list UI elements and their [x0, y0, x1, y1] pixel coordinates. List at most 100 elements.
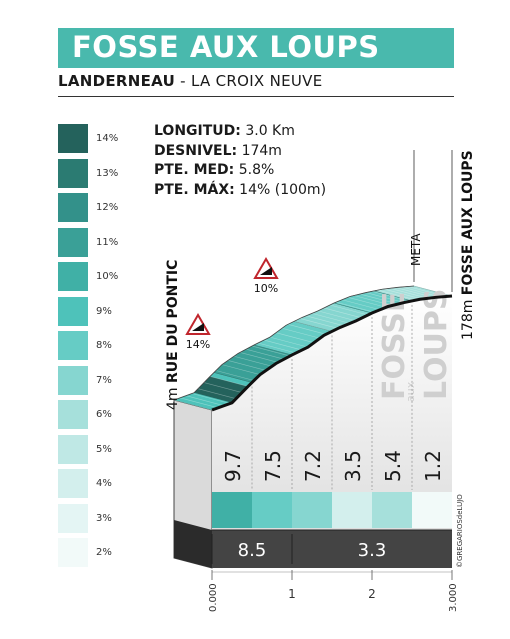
legend-label: 8%	[96, 340, 112, 351]
segment-color-cell	[372, 492, 412, 528]
stat-avg-gradient: PTE. MED: 5.8%	[154, 161, 326, 181]
profile-ribbon-stripe	[179, 397, 219, 409]
stat-elevation-gain-label: DESNIVEL:	[154, 142, 238, 159]
profile-ribbon-stripe	[311, 313, 351, 324]
watermark-line3: LOUPS	[419, 288, 454, 400]
profile-ribbon-stripe	[275, 332, 315, 343]
profile-ribbon-stripe	[359, 293, 399, 305]
legend-item: 11%	[58, 227, 258, 258]
subtitle-separator: -	[175, 72, 191, 90]
km-gradient-label: 8.5	[238, 540, 267, 561]
profile-ribbon-stripe	[269, 336, 309, 348]
profile-ribbon-stripe	[353, 295, 393, 306]
profile-outline	[211, 294, 453, 412]
steep-warning-icon	[253, 257, 279, 279]
segment-color-cell	[292, 492, 332, 528]
start-name: RUE DU PONTIC	[165, 260, 181, 383]
legend-label: 13%	[96, 167, 119, 179]
profile-ribbon-stripe	[221, 364, 261, 375]
page-title: FOSSE AUX LOUPS	[72, 30, 380, 64]
legend-swatch	[58, 262, 88, 291]
legend-label: 10%	[96, 271, 119, 282]
profile-ribbon-stripe	[239, 352, 279, 363]
legend-item: 2%	[58, 538, 258, 568]
profile-ribbon-stripe	[215, 370, 255, 381]
x-axis-tick-label: 2	[368, 587, 376, 601]
profile-ribbon-stripe	[323, 307, 363, 319]
profile-ribbon-stripe	[293, 321, 333, 332]
credit-text: ©GREGARIOSdeLUJO	[456, 494, 464, 568]
profile-ribbon-stripe	[191, 393, 231, 404]
legend-item: 10%	[58, 262, 258, 292]
km-strip-side	[174, 520, 212, 568]
legend-swatch	[58, 538, 88, 567]
profile-ribbon-stripe	[281, 327, 321, 339]
x-axis-tick-label: 1	[288, 587, 296, 601]
legend-swatch	[58, 158, 88, 188]
x-axis-tick-label: 0.000	[208, 583, 219, 612]
steep-warning-icon	[185, 313, 211, 335]
profile-ribbon-stripe	[371, 291, 411, 302]
stat-max-gradient: PTE. MÁX: 14% (100m)	[154, 181, 326, 201]
finish-label: 178m FOSSE AUX LOUPS	[460, 150, 476, 340]
profile-ribbon-stripe	[209, 376, 249, 387]
profile-ribbon-stripe	[263, 339, 303, 351]
legend-swatch	[58, 400, 88, 429]
legend-swatch	[58, 434, 88, 464]
profile-ribbon-stripe	[197, 388, 237, 399]
profile-ribbon-stripe	[251, 345, 291, 357]
legend-label: 12%	[96, 202, 119, 213]
legend-label: 14%	[96, 133, 119, 144]
profile-ribbon-stripe	[383, 288, 423, 300]
profile-ribbon-stripe	[305, 315, 345, 327]
legend-item: 5%	[58, 434, 258, 465]
profile-ribbon-stripe	[407, 286, 447, 297]
legend-item: 13%	[58, 158, 258, 189]
profile-ribbon-stripe	[257, 342, 297, 354]
legend-swatch	[58, 331, 88, 360]
subtitle-end: LA CROIX NEUVE	[190, 72, 323, 90]
profile-ribbon-stripe	[173, 399, 213, 411]
segment-gradient-label: 7.5	[261, 450, 285, 482]
legend-swatch	[58, 469, 88, 498]
profile-ribbon-stripe	[401, 286, 441, 298]
subtitle-start: LANDERNEAU	[58, 72, 176, 90]
legend-label: 11%	[96, 236, 119, 248]
profile-ribbon-stripe	[341, 299, 381, 311]
segment-color-cell	[332, 492, 372, 528]
segment-color-cell	[252, 492, 292, 528]
legend-label: 6%	[96, 409, 112, 420]
stats-block: LONGITUD: 3.0 Km DESNIVEL: 174m PTE. MED…	[154, 122, 326, 200]
profile-ribbon-stripe	[389, 288, 429, 299]
legend-item: 4%	[58, 469, 258, 499]
legend-item: 12%	[58, 193, 258, 223]
legend-swatch	[58, 124, 88, 153]
finish-elevation: 178m	[460, 295, 476, 340]
km-gradient-label: 3.3	[358, 540, 387, 561]
legend-label: 9%	[96, 305, 112, 317]
stat-length: LONGITUD: 3.0 Km	[154, 122, 326, 142]
profile-ribbon-stripe	[335, 301, 375, 313]
profile-ribbon-stripe	[233, 355, 273, 367]
steep-marker-label: 10%	[254, 282, 278, 295]
legend-label: 5%	[96, 443, 112, 455]
legend-label: 4%	[96, 478, 112, 489]
steep-marker-label: 14%	[186, 338, 210, 351]
profile-ribbon-stripe	[413, 285, 453, 297]
segment-gradient-label: 3.5	[341, 450, 365, 482]
x-axis-tick-label: 3.000	[448, 583, 459, 612]
stat-avg-gradient-label: PTE. MED:	[154, 162, 235, 178]
stat-max-gradient-value: 14% (100m)	[234, 181, 327, 198]
legend-swatch	[58, 193, 88, 222]
legend-label: 2%	[96, 547, 112, 558]
stat-length-label: LONGITUD:	[154, 123, 241, 139]
legend-label: 7%	[96, 374, 112, 386]
profile-ribbon-stripe	[317, 310, 357, 322]
subtitle-rule	[58, 96, 454, 97]
segment-gradient-label: 9.7	[221, 450, 245, 482]
legend-swatch	[58, 503, 88, 533]
start-label: 4m RUE DU PONTIC	[165, 260, 181, 410]
profile-ribbon-stripe	[377, 289, 417, 301]
profile-ribbon-stripe	[299, 318, 339, 329]
profile-ribbon-stripe	[329, 304, 369, 316]
